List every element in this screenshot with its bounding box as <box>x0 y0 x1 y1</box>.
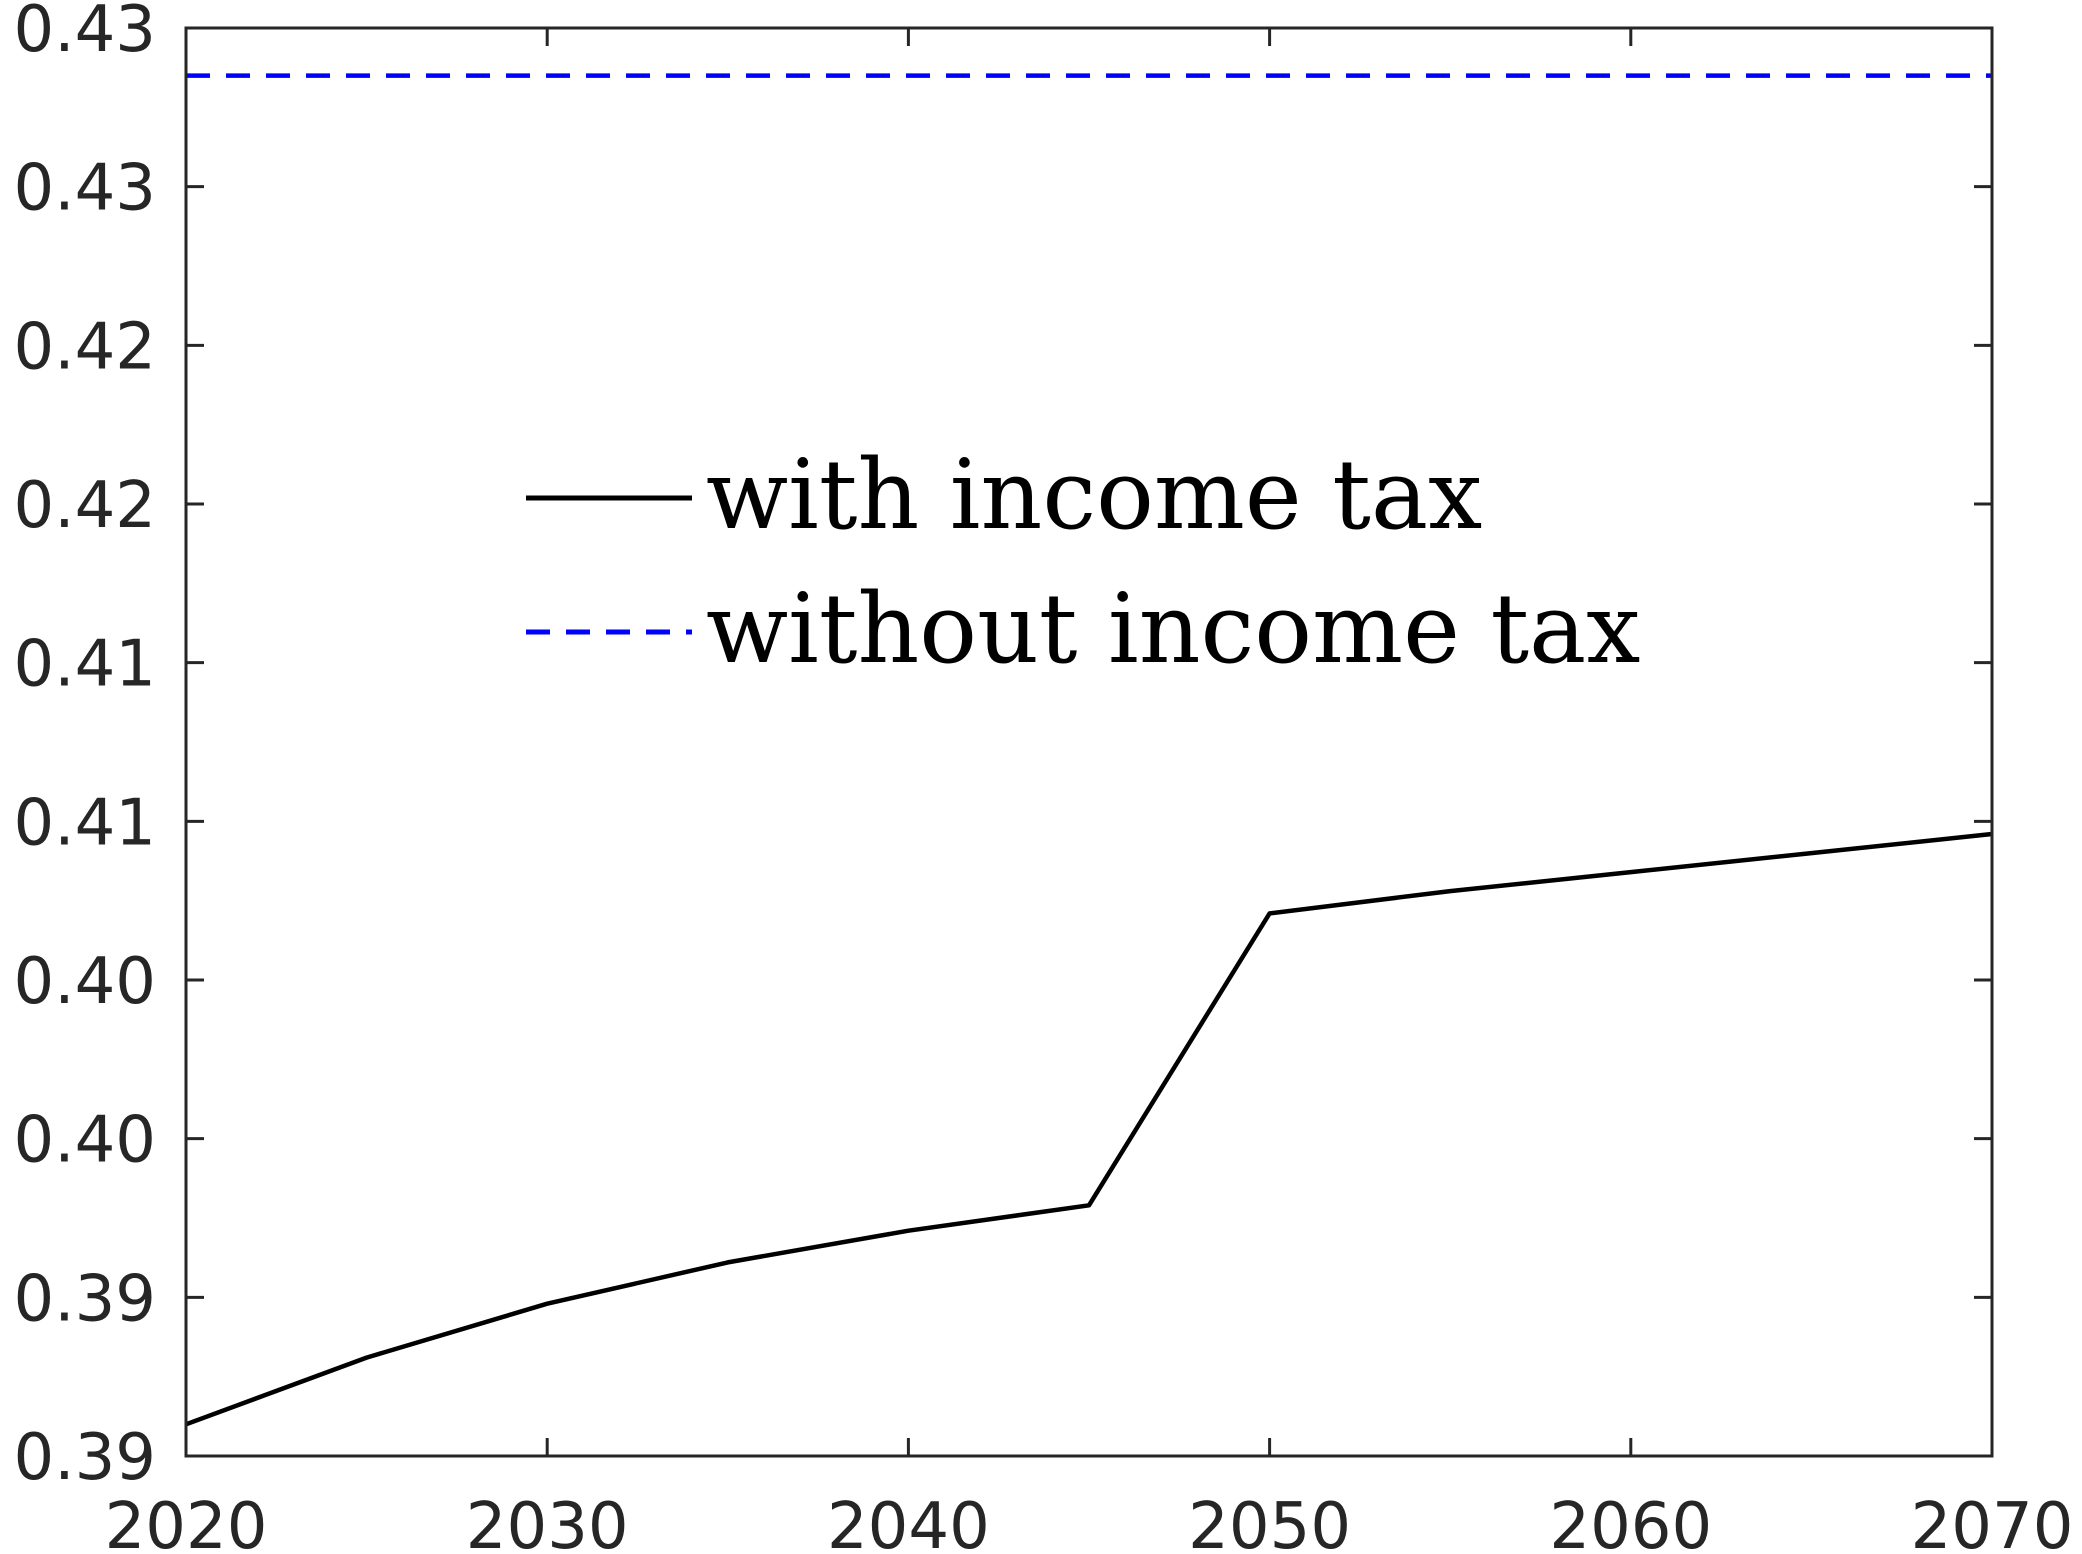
x-tick-label: 2030 <box>466 1490 629 1554</box>
y-tick-label: 0.39 <box>14 1421 157 1495</box>
y-tick-label: 0.43 <box>14 152 157 226</box>
series-line-with-income-tax <box>185 831 1993 1427</box>
legend-label-without-income-tax: without income tax <box>706 573 1640 685</box>
y-tick-label: 0.43 <box>14 0 157 67</box>
x-tick-labels: 2020 2030 2040 2050 2060 2070 <box>105 1490 2074 1554</box>
y-tick-label: 0.40 <box>14 945 157 1019</box>
series-layer <box>185 73 1993 1427</box>
x-tick-label: 2040 <box>827 1490 990 1554</box>
y-tick-label: 0.40 <box>14 1104 157 1178</box>
x-tick-label: 2020 <box>105 1490 268 1554</box>
x-tick-label: 2060 <box>1549 1490 1712 1554</box>
y-tick-label: 0.39 <box>14 1262 157 1336</box>
y-tick-label: 0.41 <box>14 628 157 702</box>
plot-area-frame <box>184 26 1994 1458</box>
legend-label-with-income-tax: with income tax <box>706 439 1482 551</box>
tick-layer <box>184 26 1994 1458</box>
y-tick-label: 0.42 <box>14 310 157 384</box>
y-tick-label: 0.42 <box>14 469 157 543</box>
x-tick-label: 2070 <box>1911 1490 2074 1554</box>
x-tick-label: 2050 <box>1188 1490 1351 1554</box>
legend: with income tax without income tax <box>526 439 1640 685</box>
y-tick-label: 0.41 <box>14 786 157 860</box>
y-tick-labels: 0.39 0.39 0.40 0.40 0.41 0.41 0.42 0.42 0.43 0.43 <box>14 0 157 1495</box>
